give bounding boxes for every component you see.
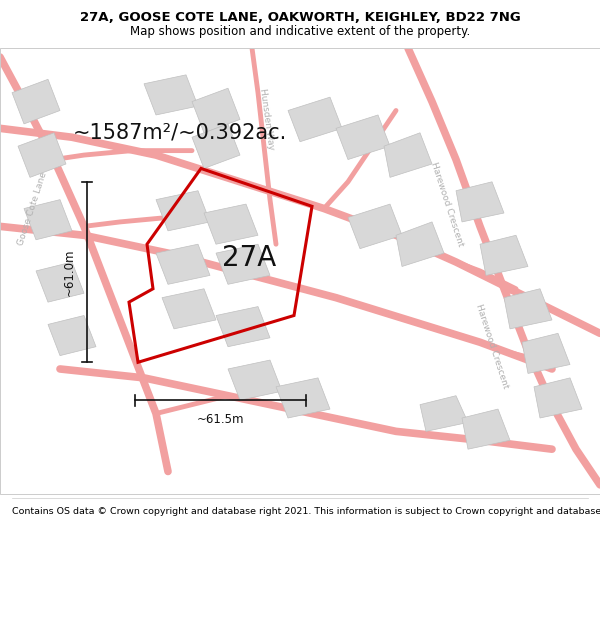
Polygon shape — [534, 378, 582, 418]
Polygon shape — [336, 115, 390, 159]
Polygon shape — [384, 132, 432, 178]
Polygon shape — [24, 199, 72, 240]
Polygon shape — [276, 378, 330, 418]
Polygon shape — [192, 88, 240, 132]
Text: ~1587m²/~0.392ac.: ~1587m²/~0.392ac. — [73, 122, 287, 142]
Text: ~61.0m: ~61.0m — [63, 248, 76, 296]
Polygon shape — [480, 235, 528, 276]
Polygon shape — [12, 79, 60, 124]
Polygon shape — [48, 316, 96, 356]
Polygon shape — [228, 360, 282, 400]
Polygon shape — [162, 289, 216, 329]
Polygon shape — [156, 191, 210, 231]
Polygon shape — [36, 262, 84, 302]
Polygon shape — [156, 244, 210, 284]
Text: Goose Cote Lane: Goose Cote Lane — [17, 171, 49, 246]
Polygon shape — [192, 124, 240, 169]
Polygon shape — [462, 409, 510, 449]
Polygon shape — [420, 396, 468, 431]
Text: Contains OS data © Crown copyright and database right 2021. This information is : Contains OS data © Crown copyright and d… — [12, 507, 600, 516]
Polygon shape — [216, 307, 270, 347]
Polygon shape — [348, 204, 402, 249]
Polygon shape — [456, 182, 504, 222]
Polygon shape — [522, 333, 570, 373]
Text: 27A: 27A — [222, 244, 276, 272]
Polygon shape — [18, 132, 66, 178]
Polygon shape — [204, 204, 258, 244]
Polygon shape — [288, 97, 342, 142]
Text: Harewood Crescent: Harewood Crescent — [474, 303, 510, 390]
Text: ~61.5m: ~61.5m — [197, 412, 244, 426]
Polygon shape — [216, 244, 270, 284]
Polygon shape — [144, 75, 198, 115]
Text: 27A, GOOSE COTE LANE, OAKWORTH, KEIGHLEY, BD22 7NG: 27A, GOOSE COTE LANE, OAKWORTH, KEIGHLEY… — [80, 11, 520, 24]
Text: Hunsden Way: Hunsden Way — [258, 88, 276, 151]
Polygon shape — [504, 289, 552, 329]
Polygon shape — [396, 222, 444, 266]
Text: Map shows position and indicative extent of the property.: Map shows position and indicative extent… — [130, 24, 470, 38]
Text: Harewood Crescent: Harewood Crescent — [429, 161, 465, 248]
